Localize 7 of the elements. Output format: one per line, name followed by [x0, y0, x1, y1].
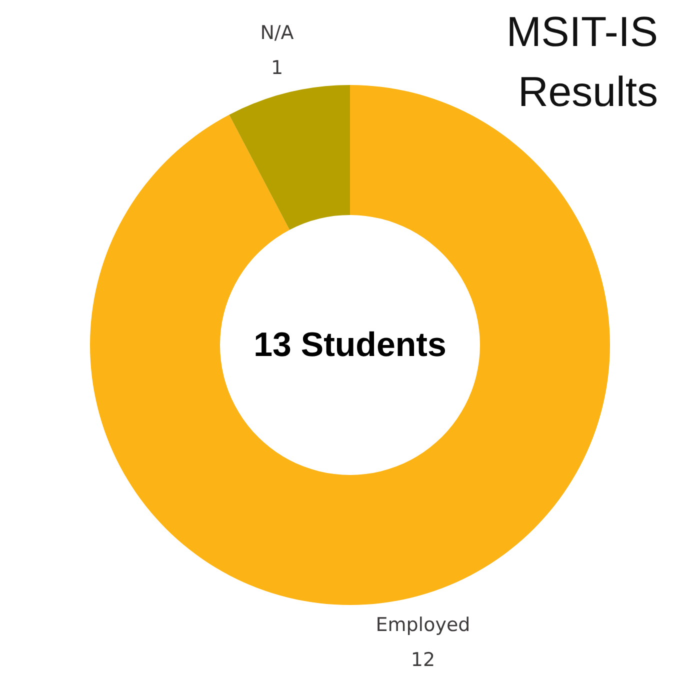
slice-label: Employed: [376, 614, 470, 636]
slice-label: N/A: [260, 22, 294, 44]
chart-title: MSIT-IS Results: [505, 7, 658, 117]
data-label: 1: [270, 56, 284, 79]
donut-slice: [229, 85, 350, 230]
data-label: 12: [410, 649, 436, 672]
text: 13 Students: [254, 326, 446, 364]
